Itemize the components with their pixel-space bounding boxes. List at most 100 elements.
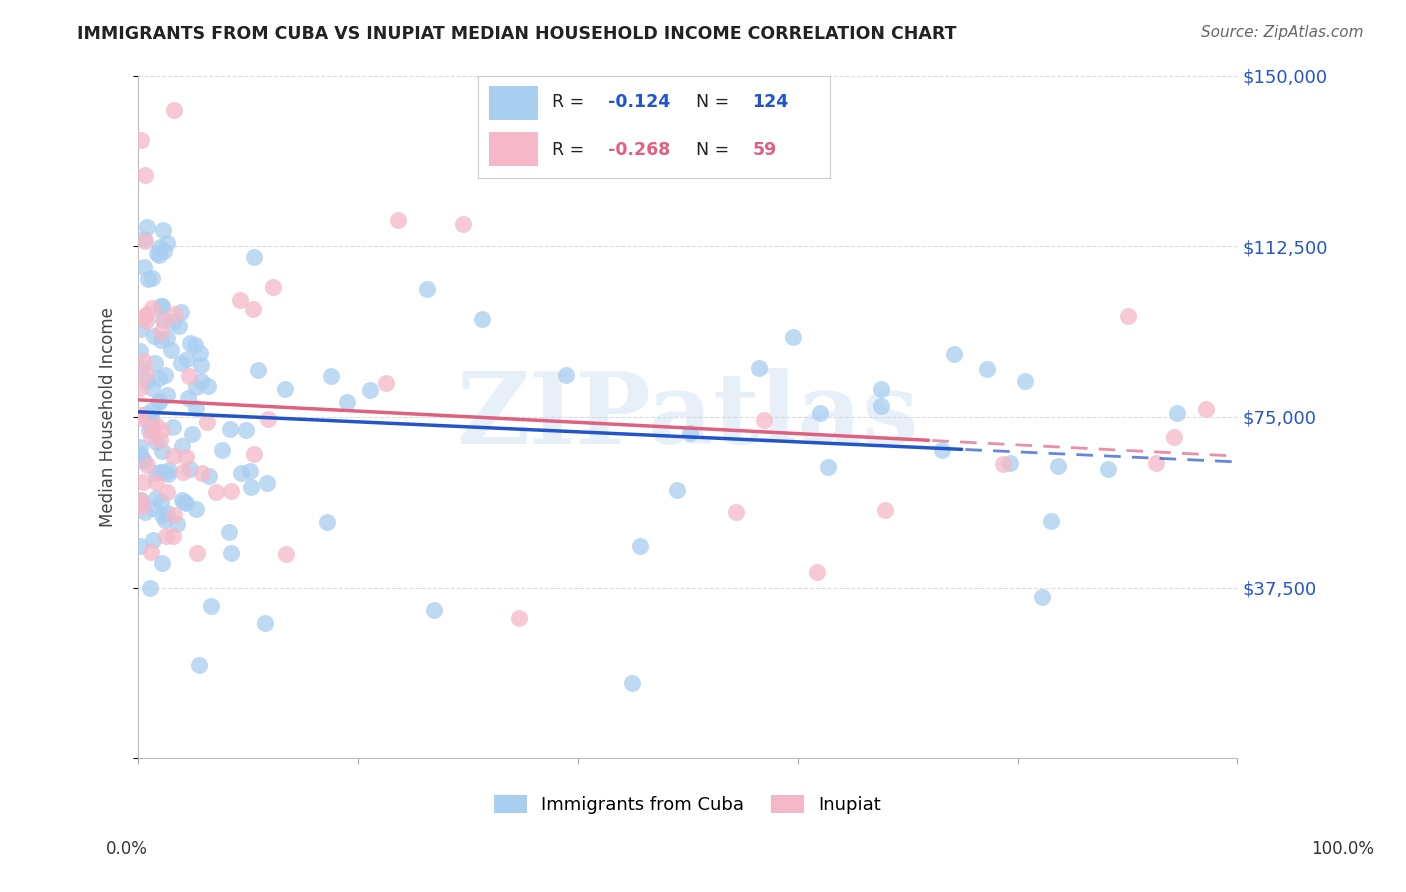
Point [129,411,152,425]
Point [129,493,152,508]
Point [152,223,174,237]
Point [136,458,159,472]
Point [931,442,953,457]
Point [246,363,269,377]
Point [180,427,202,442]
Point [149,325,172,339]
Point [135,408,157,422]
Point [243,447,266,461]
Point [150,333,173,347]
Point [156,331,179,345]
Point [163,508,186,522]
Point [152,556,174,570]
Point [156,485,179,500]
Text: IMMIGRANTS FROM CUBA VS INUPIAT MEDIAN HOUSEHOLD INCOME CORRELATION CHART: IMMIGRANTS FROM CUBA VS INUPIAT MEDIAN H… [77,25,957,43]
Point [157,463,180,477]
Point [195,415,218,429]
Point [136,374,159,388]
Point [204,485,226,500]
Point [141,301,163,315]
Point [172,466,194,480]
Point [229,293,252,307]
Point [135,307,157,321]
Text: -0.268: -0.268 [609,141,671,159]
Point [150,508,173,522]
Point [211,443,233,458]
Point [129,408,152,422]
Point [177,368,200,383]
Point [416,281,439,295]
Point [142,501,165,516]
Point [176,391,198,405]
Point [169,318,191,333]
Point [176,351,198,366]
Point [231,467,253,481]
Point [129,493,152,508]
Point [141,381,163,395]
Point [131,450,153,465]
Point [262,279,284,293]
Point [179,462,201,476]
Point [555,368,578,382]
Text: 59: 59 [752,141,776,159]
Point [508,611,530,625]
Point [150,423,173,437]
Point [172,493,194,508]
Point [166,516,188,531]
Point [148,395,170,409]
Point [173,494,195,508]
Point [132,260,155,274]
Text: R =: R = [551,141,589,159]
Text: R =: R = [551,94,589,112]
Point [136,219,159,234]
Point [162,103,184,118]
Point [152,313,174,327]
Point [188,658,211,673]
Point [138,423,160,437]
Point [150,444,173,458]
Point [149,240,172,254]
Point [242,250,264,264]
Point [156,235,179,250]
Point [129,381,152,395]
Point [747,361,769,376]
Point [162,314,184,328]
Point [240,480,263,494]
Point [274,547,297,561]
Point [183,337,205,351]
Point [174,496,197,510]
Point [186,545,208,559]
Point [665,483,688,497]
Point [156,388,179,402]
Point [141,428,163,442]
Point [156,467,179,481]
Point [139,581,162,595]
Point [153,244,176,258]
Point [129,360,152,375]
Point [1097,462,1119,476]
Point [148,394,170,409]
Point [873,503,896,517]
Point [162,529,184,543]
Point [188,346,211,360]
Point [129,133,152,147]
Point [129,322,152,336]
Point [817,459,839,474]
Point [139,417,162,432]
Point [150,495,173,509]
Point [942,347,965,361]
Point [274,382,297,396]
Point [132,354,155,368]
Point [991,457,1014,471]
Point [155,529,177,543]
Point [170,305,193,319]
Point [725,505,748,519]
Point [808,406,831,420]
Point [132,475,155,489]
Point [1039,514,1062,528]
Point [134,168,156,182]
Point [141,271,163,285]
Point [257,411,280,425]
Point [135,314,157,328]
Point [162,420,184,434]
